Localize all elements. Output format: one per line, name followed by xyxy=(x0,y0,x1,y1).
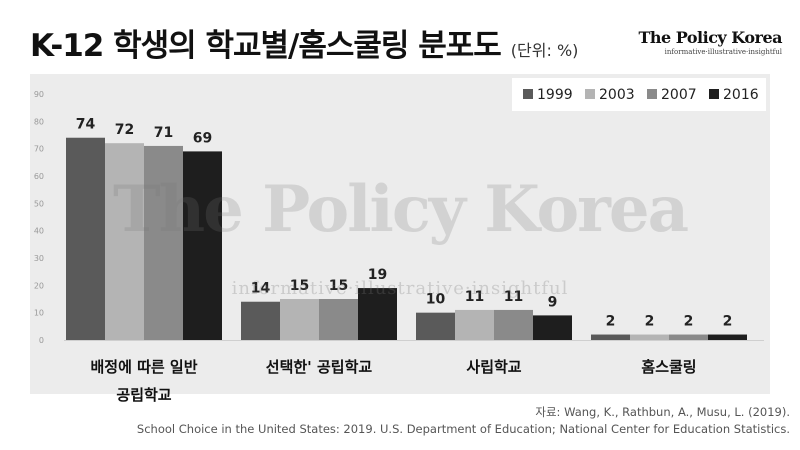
logo-name: The Policy Korea xyxy=(638,28,782,47)
data-label: 2 xyxy=(645,314,655,330)
source-line-1: 자료: Wang, K., Rathbun, A., Musu, L. (201… xyxy=(535,405,790,419)
y-tick-label: 80 xyxy=(34,117,44,126)
legend-label: 2016 xyxy=(723,87,759,103)
source-note: 자료: Wang, K., Rathbun, A., Musu, L. (201… xyxy=(137,404,790,438)
bar xyxy=(533,315,572,340)
data-label: 69 xyxy=(193,130,212,146)
y-tick-label: 70 xyxy=(34,145,44,154)
category-label: 공립학교 xyxy=(116,386,171,404)
bar xyxy=(358,288,397,340)
data-label: 2 xyxy=(723,314,733,330)
legend-label: 1999 xyxy=(537,87,573,103)
logo-tagline: informative·illustrative·insightful xyxy=(664,48,782,56)
data-label: 2 xyxy=(606,314,616,330)
legend-swatch xyxy=(647,89,657,99)
data-label: 72 xyxy=(115,122,134,138)
bar xyxy=(455,309,494,340)
y-tick-label: 10 xyxy=(34,309,44,318)
bar xyxy=(66,137,105,340)
y-tick-label: 30 xyxy=(34,254,44,263)
y-tick-label: 40 xyxy=(34,227,44,236)
data-label: 9 xyxy=(548,294,558,310)
brand-logo: The Policy Korea informative·illustrativ… xyxy=(638,28,782,56)
y-tick-label: 20 xyxy=(34,281,44,290)
y-tick-label: 0 xyxy=(39,336,44,345)
title-row: K-12 학생의 학교별/홈스쿨링 분포도 (단위: %) xyxy=(30,20,578,65)
source-line-2: School Choice in the United States: 2019… xyxy=(136,422,790,436)
unit-label: (단위: %) xyxy=(510,41,579,60)
category-label: 사립학교 xyxy=(466,358,521,376)
category-label: 배정에 따른 일반 xyxy=(90,358,197,376)
bar xyxy=(144,145,183,340)
y-tick-label: 90 xyxy=(34,90,44,99)
bar xyxy=(241,301,280,340)
legend-swatch xyxy=(709,89,719,99)
bar xyxy=(105,143,144,340)
bar xyxy=(708,334,747,340)
data-label: 74 xyxy=(76,117,96,133)
legend-swatch xyxy=(585,89,595,99)
data-label: 19 xyxy=(368,267,387,283)
data-label: 11 xyxy=(504,289,523,305)
legend-box xyxy=(512,78,766,111)
data-label: 14 xyxy=(251,281,271,297)
category-label: 홈스쿨링 xyxy=(641,358,696,376)
category-label: 선택한' 공립학교 xyxy=(266,358,373,376)
data-label: 15 xyxy=(329,278,348,294)
y-tick-label: 60 xyxy=(34,172,44,181)
bar xyxy=(669,334,708,340)
bar xyxy=(280,299,319,340)
bar xyxy=(591,334,630,340)
bar xyxy=(183,151,222,340)
chart-title: K-12 학생의 학교별/홈스쿨링 분포도 xyxy=(30,28,502,64)
data-label: 71 xyxy=(154,125,173,141)
legend-label: 2003 xyxy=(599,87,635,103)
bar xyxy=(416,312,455,340)
y-tick-label: 50 xyxy=(34,199,44,208)
legend-label: 2007 xyxy=(661,87,697,103)
bar xyxy=(494,309,533,340)
data-label: 2 xyxy=(684,314,694,330)
legend-swatch xyxy=(523,89,533,99)
bar xyxy=(319,299,358,340)
data-label: 10 xyxy=(426,292,446,308)
bar xyxy=(630,334,669,340)
data-label: 15 xyxy=(290,278,309,294)
data-label: 11 xyxy=(465,289,484,305)
